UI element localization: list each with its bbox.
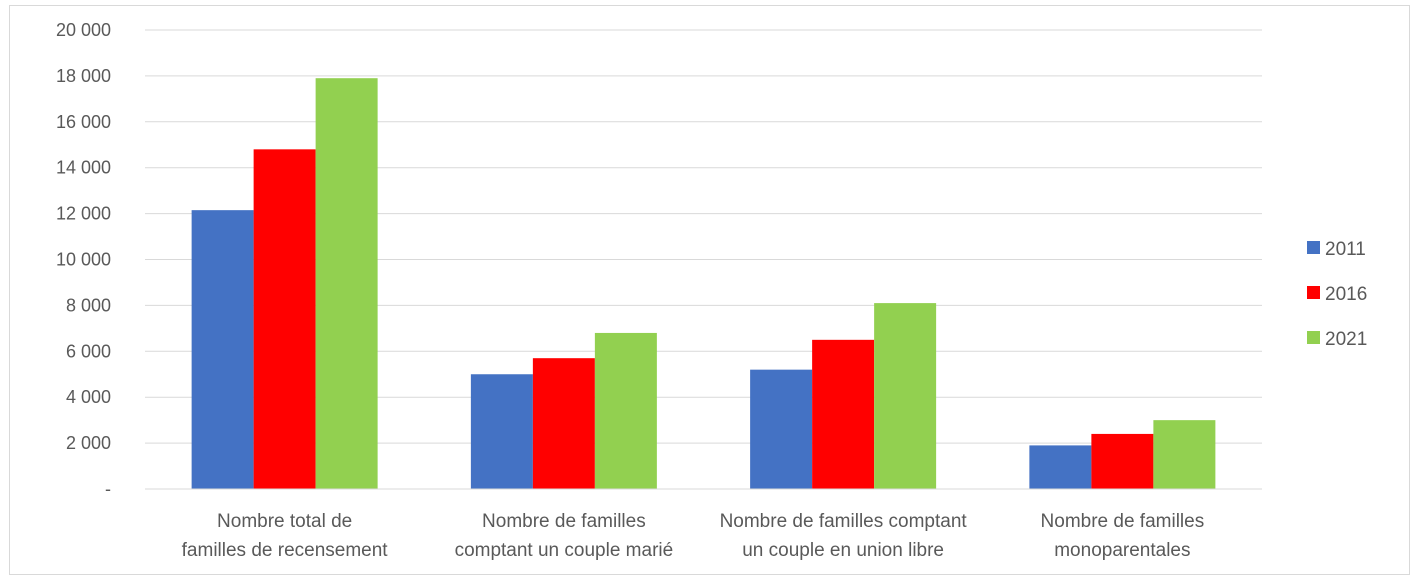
legend-swatch-2011: [1307, 241, 1320, 254]
x-category-label: Nombre de familles: [1041, 511, 1205, 532]
y-tick-label: 6 000: [66, 341, 111, 361]
bar-2011-cat-3: [1029, 445, 1092, 489]
legend-label-2021: 2021: [1325, 329, 1367, 350]
bar-2021-cat-2: [874, 303, 937, 489]
bar-2021-cat-1: [594, 332, 657, 489]
y-tick-label: -: [105, 479, 111, 499]
x-category-label: un couple en union libre: [742, 540, 944, 561]
x-category-label: Nombre de familles comptant: [720, 511, 968, 532]
y-tick-label: 12 000: [56, 204, 111, 224]
x-category-label: monoparentales: [1054, 540, 1190, 561]
y-tick-label: 10 000: [56, 250, 111, 270]
bar-2011-cat-1: [470, 374, 533, 489]
y-tick-label: 16 000: [56, 112, 111, 132]
bars: [191, 78, 1216, 489]
bar-2011-cat-0: [191, 210, 254, 489]
legend: 2011 2016 2021: [1307, 239, 1367, 350]
y-tick-label: 14 000: [56, 158, 111, 178]
y-tick-label: 18 000: [56, 66, 111, 86]
legend-label-2011: 2011: [1325, 239, 1366, 260]
bar-2016-cat-2: [812, 339, 875, 489]
x-category-label: familles de recensement: [182, 540, 389, 561]
x-category-label: comptant un couple marié: [455, 540, 674, 561]
y-tick-label: 4 000: [66, 387, 111, 407]
bar-2021-cat-0: [315, 78, 378, 489]
bar-2016-cat-1: [532, 358, 595, 489]
bar-2011-cat-2: [750, 369, 813, 489]
y-axis-tick-labels: - 2 000 4 000 6 000 8 000 10 000 12 000 14 000 1…: [56, 20, 111, 499]
bar-2016-cat-0: [253, 149, 316, 489]
legend-swatch-2021: [1307, 331, 1320, 344]
y-tick-label: 2 000: [66, 433, 111, 453]
x-axis-category-labels: Nombre total de familles de recensement No…: [182, 511, 1205, 561]
bar-2021-cat-3: [1153, 420, 1216, 489]
legend-swatch-2016: [1307, 286, 1320, 299]
y-tick-label: 8 000: [66, 295, 111, 315]
x-category-label: Nombre de familles: [482, 511, 646, 532]
bar-2016-cat-3: [1091, 433, 1154, 489]
x-category-label: Nombre total de: [217, 511, 352, 532]
legend-label-2016: 2016: [1325, 284, 1367, 305]
y-tick-label: 20 000: [56, 20, 111, 40]
